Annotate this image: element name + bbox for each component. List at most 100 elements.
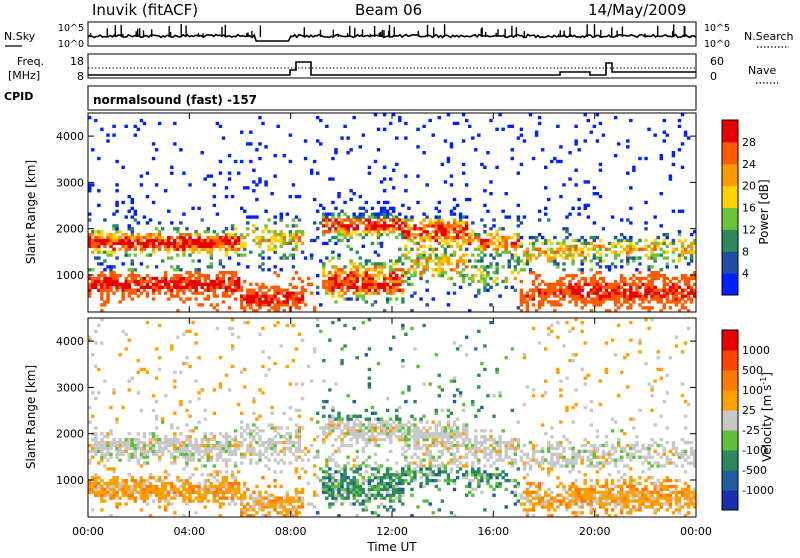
heatmap-cell [134, 453, 137, 456]
heatmap-cell [404, 280, 407, 283]
heatmap-cell [349, 438, 352, 441]
heatmap-cell [346, 485, 349, 488]
heatmap-cell [447, 256, 450, 259]
heatmap-cell [298, 499, 301, 502]
heatmap-cell [307, 283, 310, 286]
heatmap-cell [188, 283, 191, 286]
heatmap-cell [197, 482, 200, 485]
heatmap-cell [450, 245, 453, 248]
heatmap-cell [231, 476, 234, 479]
heatmap-cell [328, 502, 331, 505]
heatmap-cell [273, 271, 276, 274]
heatmap-cell [301, 292, 304, 295]
heatmap-cell [365, 438, 368, 441]
heatmap-cell [471, 464, 474, 467]
heatmap-cell [690, 248, 693, 251]
heatmap-cell [88, 406, 91, 409]
heatmap-cell [368, 292, 371, 295]
heatmap-cell [611, 292, 614, 295]
heatmap-cell [292, 300, 295, 303]
heatmap-cell [580, 268, 583, 271]
heatmap-cell [644, 245, 647, 248]
heatmap-cell [444, 180, 447, 183]
heatmap-cell [295, 347, 298, 350]
heatmap-cell [289, 160, 292, 163]
heatmap-cell [632, 248, 635, 251]
heatmap-cell [462, 259, 465, 262]
heatmap-cell [389, 274, 392, 277]
heatmap-cell [456, 450, 459, 453]
heatmap-cell [331, 429, 334, 432]
heatmap-cell [401, 482, 404, 485]
heatmap-cell [270, 502, 273, 505]
freq-tick-top: 18 [70, 55, 84, 68]
heatmap-cell [231, 470, 234, 473]
heatmap-cell [182, 497, 185, 500]
heatmap-cell [188, 458, 191, 461]
heatmap-cell [550, 160, 553, 163]
heatmap-cell [337, 215, 340, 218]
heatmap-cell [191, 321, 194, 324]
heatmap-cell [425, 450, 428, 453]
heatmap-cell [204, 435, 207, 438]
heatmap-cell [389, 271, 392, 274]
heatmap-cell [124, 450, 127, 453]
heatmap-cell [152, 277, 155, 280]
heatmap-cell [395, 415, 398, 418]
heatmap-cell [359, 420, 362, 423]
heatmap-cell [176, 274, 179, 277]
heatmap-cell [124, 253, 127, 256]
heatmap-cell [276, 297, 279, 300]
heatmap-cell [164, 248, 167, 251]
heatmap-cell [441, 245, 444, 248]
heatmap-cell [362, 479, 365, 482]
heatmap-cell [438, 374, 441, 377]
heatmap-cell [392, 262, 395, 265]
heatmap-cell [143, 456, 146, 459]
heatmap-cell [380, 180, 383, 183]
heatmap-cell [210, 485, 213, 488]
heatmap-cell [115, 286, 118, 289]
heatmap-cell [526, 256, 529, 259]
heatmap-cell [504, 248, 507, 251]
heatmap-cell [383, 485, 386, 488]
heatmap-cell [143, 432, 146, 435]
heatmap-cell [204, 464, 207, 467]
heatmap-cell [173, 142, 176, 145]
heatmap-cell [264, 303, 267, 306]
heatmap-cell [128, 447, 131, 450]
heatmap-cell [441, 444, 444, 447]
heatmap-cell [647, 280, 650, 283]
heatmap-cell [398, 497, 401, 500]
heatmap-cell [447, 409, 450, 412]
heatmap-cell [197, 274, 200, 277]
heatmap-cell [456, 204, 459, 207]
heatmap-cell [210, 245, 213, 248]
heatmap-cell [629, 236, 632, 239]
heatmap-cell [541, 294, 544, 297]
heatmap-cell [216, 485, 219, 488]
heatmap-cell [292, 297, 295, 300]
heatmap-cell [395, 473, 398, 476]
heatmap-cell [301, 502, 304, 505]
heatmap-cell [182, 277, 185, 280]
heatmap-cell [407, 218, 410, 221]
heatmap-cell [207, 274, 210, 277]
heatmap-cell [191, 488, 194, 491]
heatmap-cell [377, 201, 380, 204]
heatmap-cell [474, 444, 477, 447]
heatmap-cell [580, 297, 583, 300]
station-title: Inuvik (fitACF) [92, 1, 198, 19]
heatmap-cell [343, 423, 346, 426]
heatmap-cell [571, 262, 574, 265]
heatmap-cell [283, 508, 286, 511]
heatmap-cell [419, 420, 422, 423]
heatmap-cell [441, 464, 444, 467]
heatmap-cell [334, 271, 337, 274]
heatmap-cell [173, 242, 176, 245]
heatmap-cell [249, 142, 252, 145]
heatmap-cell [331, 256, 334, 259]
heatmap-cell [310, 283, 313, 286]
heatmap-cell [623, 294, 626, 297]
heatmap-cell [465, 353, 468, 356]
